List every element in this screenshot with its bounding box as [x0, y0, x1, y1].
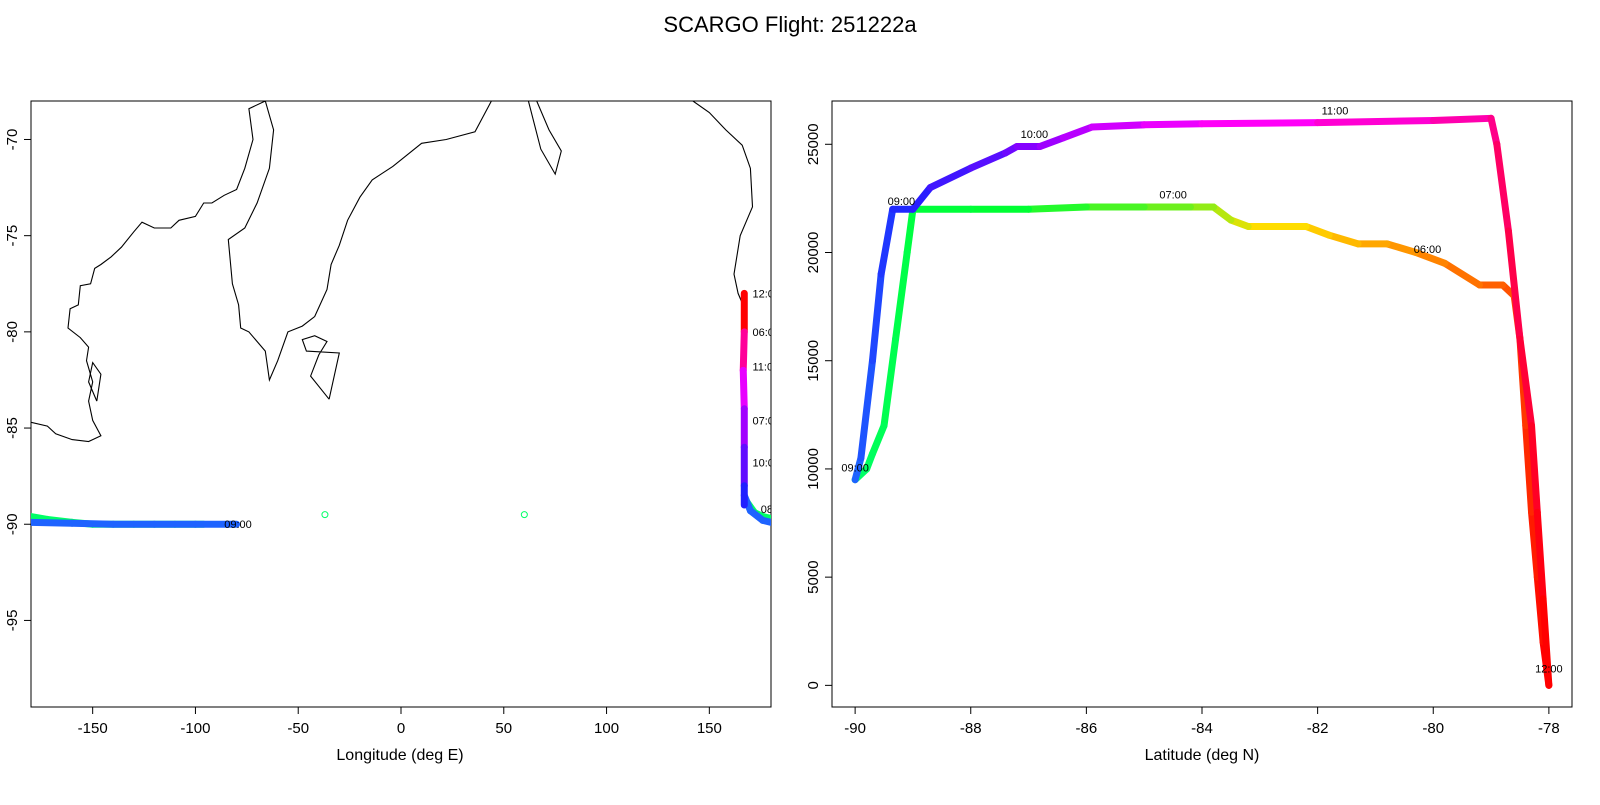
map-x-tick-label: 50: [495, 720, 512, 737]
map-track-segment: [31, 518, 76, 527]
altitude-track-segment: [909, 184, 934, 213]
map-x-tick-label: 100: [594, 720, 619, 737]
coastline: [692, 101, 754, 313]
altitude-y-tick-label: 25000: [805, 123, 822, 165]
map-time-label: 08: [761, 504, 773, 516]
altitude-x-tick-label: -88: [960, 720, 982, 737]
altitude-track-segment: [1528, 508, 1541, 581]
altitude-track-segment: [1516, 335, 1536, 430]
altitude-track-segment: [1441, 259, 1483, 289]
altitude-track-segment: [1325, 231, 1362, 248]
map-panel: Longitude (deg E) 09:00 12:0 06:0 11:0 07:0 1…: [4, 100, 774, 764]
altitude-time-label: 07:00: [1159, 190, 1187, 202]
altitude-track-segment: [1036, 134, 1067, 150]
altitude-y-tick-label: 10000: [805, 448, 822, 490]
altitude-track-segment: [1493, 140, 1512, 235]
altitude-y-tick-label: 0: [805, 681, 822, 689]
altitude-track-segment: [868, 270, 885, 365]
altitude-time-label: 09:00: [841, 462, 869, 474]
altitude-time-label: 12:00: [1535, 664, 1563, 676]
map-track-segment: [68, 519, 117, 528]
altitude-track-segment: [1198, 119, 1322, 128]
altitude-plot-frame: [831, 100, 1573, 708]
altitude-time-label: 10:00: [1021, 129, 1049, 141]
map-y-tick-label: -85: [4, 417, 21, 439]
map-time-label: 11:0: [753, 361, 774, 373]
altitude-time-label: 06:00: [1414, 244, 1442, 256]
coastline: [31, 101, 492, 443]
altitude-x-tick-label: -78: [1538, 720, 1560, 737]
map-y-tick-label: -75: [4, 225, 21, 247]
map-x-tick-label: -150: [78, 720, 108, 737]
altitude-track-segment: [1383, 240, 1420, 256]
altitude-track-segment: [1522, 422, 1536, 516]
altitude-track-segment: [880, 335, 900, 430]
map-track-segment: [759, 516, 771, 526]
map-x-tick-label: 150: [697, 720, 722, 737]
altitude-track-segment: [1487, 114, 1501, 148]
coastline: [301, 335, 340, 400]
map-time-label: 12:0: [753, 288, 774, 300]
map-time-label: 09:00: [224, 519, 252, 531]
altitude-y-tick-label: 5000: [805, 560, 822, 593]
altitude-x-tick-label: -90: [844, 720, 866, 737]
altitude-track-segment: [868, 422, 888, 458]
map-y-tick-label: -95: [4, 610, 21, 632]
altitude-x-axis-label: Latitude (deg N): [1145, 747, 1260, 764]
map-point: [321, 511, 329, 519]
map-track-segment: [739, 366, 748, 413]
map-x-tick-label: 0: [397, 720, 405, 737]
altitude-x-tick-label: -86: [1076, 720, 1098, 737]
map-track-segment: [739, 328, 748, 374]
coastline: [527, 101, 562, 176]
altitude-track-segment: [1059, 123, 1096, 142]
map-time-label: 07:0: [753, 415, 774, 427]
map-x-tick-label: -100: [180, 720, 210, 737]
altitude-track-segment: [1412, 249, 1449, 267]
map-time-label: 10:0: [753, 458, 774, 470]
altitude-track-segment: [1025, 203, 1090, 213]
map-y-tick-label: -80: [4, 321, 21, 343]
altitude-time-label: 11:00: [1322, 105, 1349, 117]
map-x-tick-label: -50: [287, 720, 309, 737]
altitude-track-segment: [1504, 227, 1524, 343]
map-y-tick-label: -90: [4, 513, 21, 535]
altitude-x-tick-label: -80: [1422, 720, 1444, 737]
altitude-track-segment: [851, 454, 865, 484]
altitude-y-tick-label: 20000: [805, 232, 822, 274]
altitude-track-segment: [1302, 223, 1333, 239]
altitude-x-tick-label: -84: [1191, 720, 1213, 737]
altitude-track-segment: [926, 164, 975, 192]
altitude-track-segment: [1528, 422, 1541, 516]
altitude-y-tick-label: 15000: [805, 340, 822, 382]
map-track-segment: [759, 513, 771, 522]
map-plot-area: 09:00 12:0 06:0 11:0 07:0 10:0 08: [31, 101, 774, 531]
altitude-time-label: 09:00: [888, 196, 916, 208]
altitude-plot-area: 09:00 07:00 10:00 11:00 06:00 09:00 12:00: [841, 105, 1563, 689]
map-point: [520, 511, 528, 519]
altitude-track-segment: [1088, 121, 1148, 131]
map-plot-frame: [30, 100, 772, 708]
map-x-axis-label: Longitude (deg E): [336, 747, 463, 764]
coastline: [88, 361, 102, 402]
map-time-label: 06:0: [753, 327, 774, 339]
map-y-tick-label: -70: [4, 129, 21, 151]
altitude-track-segment: [892, 249, 911, 343]
altitude-track-segment: [1210, 203, 1235, 224]
altitude-track-segment: [903, 205, 917, 256]
altitude-track-segment: [857, 357, 876, 462]
altitude-track-segment: [1429, 114, 1495, 124]
altitude-track-segment: [1314, 116, 1437, 127]
altitude-track-segment: [1539, 595, 1553, 689]
altitude-x-tick-label: -82: [1307, 720, 1329, 737]
altitude-track-segment: [1533, 508, 1547, 603]
altitude-panel: Latitude (deg N) 09:00 07:00 10:00 11:00 06:…: [805, 100, 1573, 764]
altitude-track-segment: [967, 149, 1009, 172]
altitude-track-segment: [877, 205, 897, 278]
figure-title: SCARGO Flight: 251222a: [663, 12, 917, 37]
altitude-track-segment: [1140, 120, 1206, 129]
